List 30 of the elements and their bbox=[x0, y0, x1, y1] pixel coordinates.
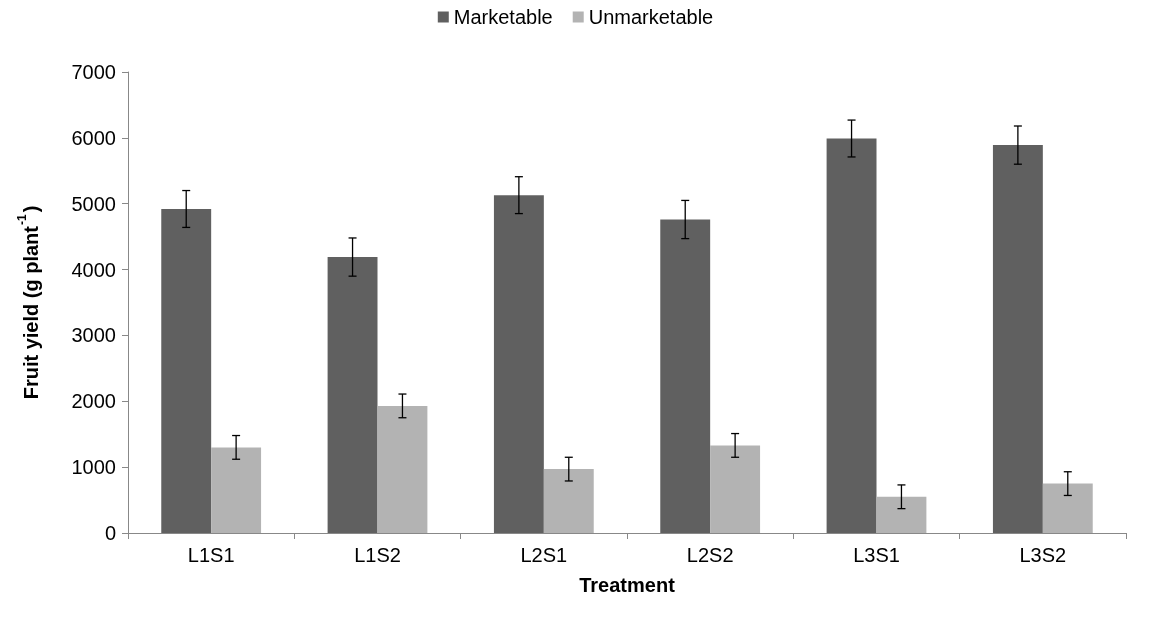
y-tick-label: 4000 bbox=[71, 258, 116, 281]
x-tick-label: L2S1 bbox=[520, 544, 568, 566]
bar bbox=[826, 138, 877, 533]
y-tick-label: 1000 bbox=[71, 456, 116, 479]
y-tick-label: 2000 bbox=[71, 390, 116, 413]
bar bbox=[161, 208, 212, 533]
y-tick-label: 3000 bbox=[71, 324, 116, 347]
y-axis-title: Fruit yield (g plant-1) bbox=[15, 205, 42, 400]
legend-label: Marketable bbox=[453, 6, 553, 28]
x-tick-label: L2S2 bbox=[686, 544, 734, 566]
y-tick-label: 6000 bbox=[71, 126, 116, 149]
x-tick-label: L3S1 bbox=[853, 544, 900, 566]
bar bbox=[377, 405, 428, 533]
x-tick-label: L1S2 bbox=[354, 544, 401, 566]
bar bbox=[543, 469, 594, 533]
bar bbox=[211, 447, 262, 533]
bar bbox=[660, 219, 711, 533]
bar bbox=[992, 145, 1043, 533]
x-axis-title: Treatment bbox=[579, 574, 676, 596]
bar bbox=[1042, 483, 1093, 533]
y-tick-label: 0 bbox=[104, 522, 116, 544]
bar bbox=[327, 257, 378, 533]
x-tick-label: L1S1 bbox=[187, 544, 235, 566]
y-tick-label: 7000 bbox=[71, 61, 116, 83]
bar bbox=[493, 195, 544, 533]
legend-label: Unmarketable bbox=[588, 6, 714, 28]
y-tick-label: 5000 bbox=[71, 192, 116, 215]
bar bbox=[710, 445, 761, 533]
bar bbox=[876, 496, 927, 533]
x-tick-label: L3S2 bbox=[1019, 544, 1067, 566]
